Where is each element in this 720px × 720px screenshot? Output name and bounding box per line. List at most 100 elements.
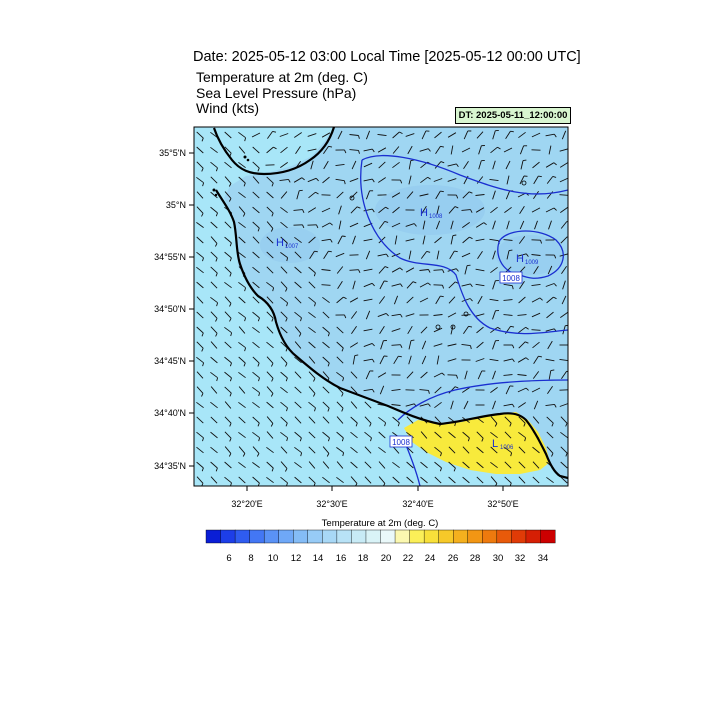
wind-barb (349, 222, 359, 228)
wind-barb (420, 476, 428, 484)
dt-label: DT: 2025-05-11_12:00:00 (455, 107, 571, 124)
wind-barb (419, 389, 429, 391)
wind-barb (280, 461, 288, 469)
wind-barb (407, 325, 413, 335)
wind-barb-flag (554, 254, 557, 259)
wind-barb-flag (427, 148, 431, 152)
wind-barb-flag (369, 423, 372, 427)
wind-barb (322, 341, 330, 349)
wind-barb-flag (201, 137, 204, 142)
wind-barb-flag (524, 437, 527, 442)
wind-barb (477, 370, 483, 380)
wind-barb (279, 133, 289, 137)
wind-barb (266, 341, 274, 349)
wind-barb (336, 326, 344, 334)
wind-barb (406, 191, 414, 199)
wind-barb (392, 461, 400, 469)
wind-barb (559, 253, 568, 257)
wind-barb (252, 251, 260, 259)
wind-barb-flag (510, 325, 515, 328)
contour-label: 1008 (502, 274, 520, 283)
wind-barb (377, 372, 387, 378)
wind-barb-flag (229, 362, 232, 367)
wind-barb (294, 371, 302, 379)
wind-barb-flag (551, 422, 554, 427)
wind-barb-flag (328, 250, 332, 253)
wind-barb (224, 401, 232, 409)
wind-barb-flag (453, 467, 456, 472)
wind-barb-flag (202, 257, 204, 262)
wind-barb (462, 431, 470, 439)
wind-barb (252, 161, 260, 169)
wind-barb (531, 132, 541, 138)
wind-barb (378, 221, 386, 229)
wind-barb-flag (341, 393, 344, 397)
wind-barb (505, 130, 511, 140)
wind-barb-flag (554, 404, 557, 408)
wind-barb-flag (442, 269, 445, 274)
wind-barb (224, 371, 232, 379)
pressure-centers: H 1007 H 1008 H 1009 L 1006 (276, 207, 539, 451)
wind-barb (546, 296, 554, 304)
wind-barb (391, 344, 401, 346)
wind-barb-flag (522, 159, 527, 162)
wind-barb-flag (229, 303, 232, 307)
wind-barb (210, 311, 218, 319)
wind-barb-flag (228, 183, 232, 187)
wind-barb (517, 374, 527, 376)
wind-barb (210, 356, 218, 364)
wind-barb (321, 284, 331, 286)
low-center-value: 1006 (500, 445, 514, 451)
wind-barb (349, 149, 359, 151)
wind-barb (505, 190, 511, 200)
wind-barb (475, 283, 485, 287)
wind-barb-flag (285, 288, 288, 292)
wind-barb (531, 387, 541, 393)
wind-barb (378, 476, 386, 484)
wind-barb (560, 207, 568, 213)
wind-barb (238, 161, 246, 169)
wind-barb (210, 296, 218, 304)
wind-barb (490, 326, 498, 334)
wind-barb-flag (497, 326, 501, 330)
wind-barb (561, 130, 567, 140)
wind-barb (336, 401, 344, 409)
wind-barb-flag (372, 178, 375, 183)
high-center-value: 1008 (429, 214, 443, 220)
wind-barb (310, 160, 314, 170)
wind-barb-flag (300, 317, 302, 322)
wind-barb (547, 340, 553, 350)
wind-barb (363, 148, 373, 152)
wind-barb-flag (384, 422, 387, 427)
wind-barb-flag (216, 377, 219, 382)
wind-barb-flag (467, 437, 470, 442)
wind-barb-flag (271, 212, 274, 217)
wind-barb-flag (313, 378, 316, 382)
wind-barb-flag (271, 378, 274, 382)
wind-barb (506, 220, 510, 230)
wind-barb (224, 431, 232, 439)
wind-barb (224, 296, 232, 304)
wind-barb (504, 431, 512, 439)
colorbar-ticks: 6 8 10 12 14 16 18 20 22 24 26 28 30 32 … (226, 553, 548, 564)
wind-barb-flag (427, 282, 431, 286)
wind-barb-flag (510, 130, 514, 133)
wind-barb (224, 221, 232, 229)
wind-barb (492, 190, 496, 200)
wind-barb (196, 206, 204, 214)
wind-barb-flag (470, 345, 472, 350)
wind-barb (419, 269, 429, 271)
wind-barb (462, 222, 470, 228)
wind-barb (391, 283, 401, 287)
wind-barb (294, 476, 302, 484)
colorbar-swatch (263, 529, 280, 544)
wind-barb (338, 220, 342, 230)
wind-barb (447, 312, 457, 318)
wind-barb-flag (257, 362, 260, 367)
wind-barb (518, 296, 526, 304)
wind-barb (447, 178, 457, 182)
wind-barb (519, 145, 525, 155)
wind-barb-flag (525, 341, 529, 344)
field-temperature: Temperature at 2m (deg. C) (196, 69, 368, 85)
wind-barb-flag (286, 437, 289, 442)
